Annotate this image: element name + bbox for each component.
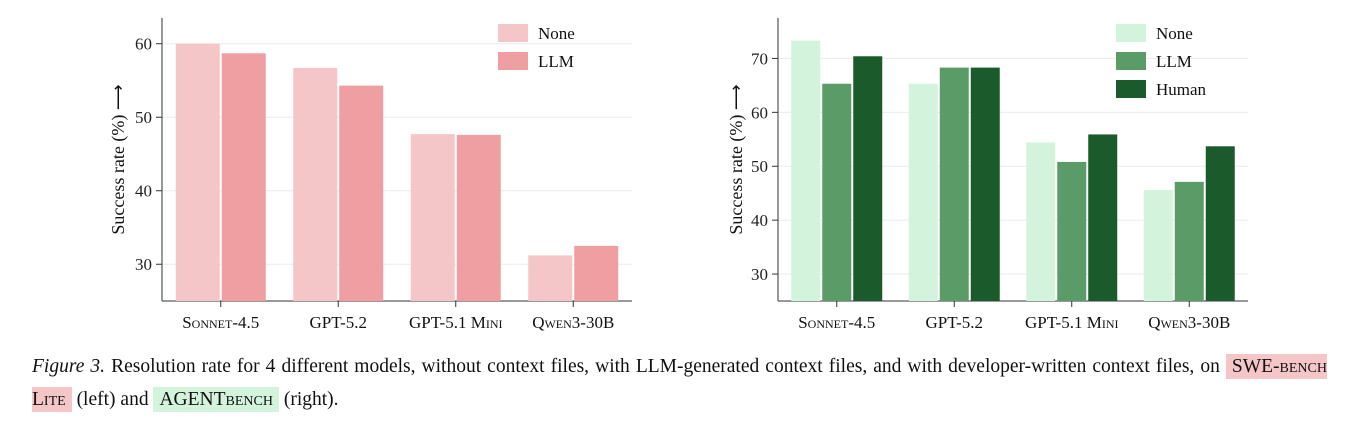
bar-qwen3-30b-human (1205, 146, 1235, 301)
caption-highlight-right-dataset: AGENTbench (153, 387, 279, 412)
bar-gpt-5-1-mini-none (410, 134, 455, 301)
legend-swatch-llm (498, 52, 528, 70)
caption-text-2: (left) and (76, 389, 149, 410)
figure-caption: Figure 3. Resolution rate for 4 differen… (32, 350, 1327, 416)
bar-sonnet-4-5-llm (221, 53, 266, 302)
caption-text-1: Resolution rate for 4 different models, … (111, 356, 1220, 377)
bar-gpt-5-1-mini-llm (456, 134, 501, 301)
bar-qwen3-30b-llm (574, 245, 619, 301)
bar-gpt-5-2-none (293, 67, 338, 302)
x-tick-label-qwen3-30b: Qwen3-30B (1148, 313, 1230, 332)
y-axis-label: Success rate (%) ⟶ (726, 84, 747, 234)
bar-qwen3-30b-llm (1174, 181, 1204, 301)
y-tick-label-40: 40 (751, 211, 768, 230)
y-tick-label-50: 50 (135, 108, 152, 127)
legend-swatch-human (1116, 80, 1146, 98)
caption-label: Figure 3. (32, 356, 106, 377)
legend-label-llm: LLM (538, 52, 574, 71)
bar-gpt-5-1-mini-human (1088, 134, 1118, 301)
bar-qwen3-30b-none (1143, 189, 1173, 301)
legend-swatch-none (498, 24, 528, 42)
caption-text-3: (right). (283, 389, 339, 410)
x-tick-label-sonnet-4-5: Sonnet-4.5 (798, 313, 875, 332)
y-tick-label-30: 30 (751, 265, 768, 284)
bar-gpt-5-2-llm (939, 67, 969, 302)
legend-label-none: None (1156, 24, 1193, 43)
y-axis-label: Success rate (%) ⟶ (108, 84, 129, 234)
legend-label-human: Human (1156, 80, 1207, 99)
bar-gpt-5-2-human (970, 67, 1000, 302)
y-tick-label-40: 40 (135, 182, 152, 201)
legend-swatch-llm (1116, 52, 1146, 70)
y-tick-label-60: 60 (135, 35, 152, 54)
legend-label-llm: LLM (1156, 52, 1192, 71)
bar-gpt-5-2-llm (339, 85, 384, 301)
y-tick-label-60: 60 (751, 103, 768, 122)
bar-sonnet-4-5-none (175, 43, 220, 302)
bar-sonnet-4-5-human (853, 56, 883, 301)
x-tick-label-gpt-5-2: GPT-5.2 (926, 313, 983, 332)
y-tick-label-30: 30 (135, 255, 152, 274)
legend-swatch-none (1116, 24, 1146, 42)
bar-sonnet-4-5-llm (822, 83, 852, 301)
y-tick-label-70: 70 (751, 49, 768, 68)
left-bar-chart: 30 40 50 60 Success rate (%) ⟶ Sonnet-4.5 GPT-… (108, 18, 632, 332)
x-tick-label-gpt-5-1-mini: GPT-5.1 Mini (409, 313, 503, 332)
bar-sonnet-4-5-none (791, 40, 821, 301)
bar-gpt-5-1-mini-none (1026, 142, 1056, 301)
x-tick-label-gpt-5-2: GPT-5.2 (310, 313, 367, 332)
bar-qwen3-30b-none (528, 255, 573, 301)
y-tick-label-50: 50 (751, 157, 768, 176)
x-tick-label-sonnet-4-5: Sonnet-4.5 (182, 313, 259, 332)
legend-label-none: None (538, 24, 575, 43)
bar-gpt-5-1-mini-llm (1057, 161, 1087, 301)
x-tick-label-gpt-5-1-mini: GPT-5.1 Mini (1025, 313, 1119, 332)
x-tick-label-qwen3-30b: Qwen3-30B (532, 313, 614, 332)
bar-gpt-5-2-none (908, 83, 938, 301)
